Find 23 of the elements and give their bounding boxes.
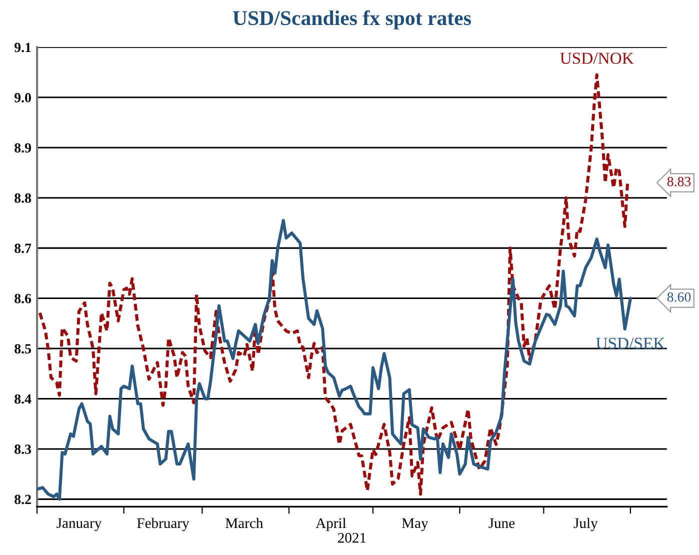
chart-title: USD/Scandies fx spot rates	[232, 10, 471, 30]
y-tick-label: 8.4	[14, 394, 32, 404]
y-tick-label: 9.0	[14, 92, 31, 102]
x-axis-title: 2021	[338, 532, 366, 543]
x-tick-label: April	[316, 518, 346, 532]
series-label: USD/SEK	[596, 338, 666, 349]
x-tick-label: July	[574, 518, 598, 532]
x-tick-label: May	[402, 518, 428, 532]
y-tick-label: 8.8	[14, 193, 32, 203]
y-tick-label: 8.7	[14, 244, 32, 254]
x-tick-label: February	[137, 518, 190, 532]
annotation: 8.83	[667, 176, 691, 186]
x-tick-label: June	[488, 518, 515, 528]
series-label: USD/NOK	[560, 52, 634, 64]
y-tick-label: 8.6	[14, 294, 32, 304]
y-tick-label: 8.3	[14, 444, 32, 454]
x-tick-label: January	[56, 518, 102, 532]
y-tick-label: 9.1	[14, 42, 31, 52]
y-tick-label: 8.5	[14, 344, 31, 354]
y-tick-label: 8.2	[14, 494, 31, 504]
x-tick-label: March	[226, 518, 264, 528]
annotation: 8.60	[667, 292, 691, 302]
y-tick-label: 8.9	[14, 143, 31, 153]
